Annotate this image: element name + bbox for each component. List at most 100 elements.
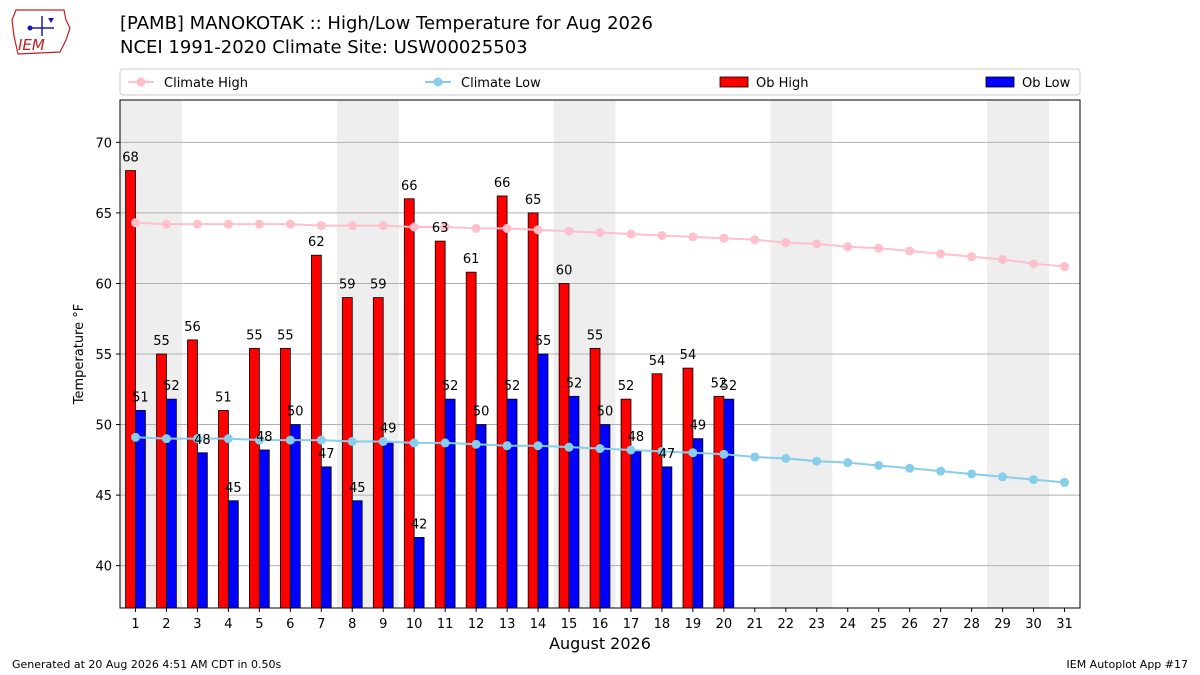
climate-low-point xyxy=(564,442,574,452)
ob-low-value-label: 50 xyxy=(287,405,304,420)
ob-high-bar xyxy=(341,297,353,609)
generated-timestamp: Generated at 20 Aug 2026 4:51 AM CDT in … xyxy=(12,658,282,671)
climate-high-point xyxy=(409,222,419,232)
y-tick-label: 40 xyxy=(95,560,112,575)
ob-high-value-label: 61 xyxy=(463,252,480,267)
climate-low-point xyxy=(936,466,946,476)
ob-high-bar xyxy=(527,212,539,609)
climate-high-point xyxy=(843,242,853,252)
ob-high-value-label: 52 xyxy=(711,376,728,391)
y-tick-label: 60 xyxy=(95,277,112,292)
x-tick-label: 1 xyxy=(131,617,139,632)
legend: Climate High Climate Low Ob High Ob Low xyxy=(119,68,1081,96)
ob-low-bar xyxy=(661,466,673,609)
ob-high-bar xyxy=(434,240,446,609)
ob-high-value-label: 55 xyxy=(153,334,170,349)
ob-high-bar xyxy=(310,254,322,609)
climate-low-point xyxy=(843,458,853,468)
climate-high-point xyxy=(440,222,450,232)
climate-low-point xyxy=(502,441,512,451)
ob-low-bar xyxy=(475,424,487,609)
climate-high-point xyxy=(967,252,977,262)
x-tick-label: 9 xyxy=(379,617,387,632)
x-tick-label: 8 xyxy=(348,617,356,632)
x-tick-label: 6 xyxy=(286,617,294,632)
climate-low-point xyxy=(688,448,698,458)
ob-low-bar xyxy=(258,449,270,609)
ob-low-bar xyxy=(382,441,394,609)
climate-low-point xyxy=(967,469,977,479)
logo-text: IEM xyxy=(18,36,45,54)
climate-high-point xyxy=(533,225,543,235)
climate-high-point xyxy=(657,230,667,240)
x-tick-label: 2 xyxy=(162,617,170,632)
x-tick-label: 20 xyxy=(716,617,733,632)
x-tick-label: 29 xyxy=(994,617,1011,632)
ob-high-bar xyxy=(403,198,415,609)
bar-series xyxy=(125,170,735,609)
x-tick-label: 18 xyxy=(654,617,671,632)
climate-high-point xyxy=(161,219,171,229)
chart-subtitle: NCEI 1991-2020 Climate Site: USW00025503 xyxy=(120,37,528,58)
climate-low-point xyxy=(161,434,171,444)
ob-high-value-label: 68 xyxy=(122,151,139,166)
climate-high-point xyxy=(1060,262,1070,272)
ob-low-value-label: 49 xyxy=(380,421,397,436)
climate-high-point xyxy=(781,238,791,248)
x-tick-label: 28 xyxy=(963,617,980,632)
x-tick-label: 10 xyxy=(406,617,423,632)
ob-high-value-label: 66 xyxy=(494,176,511,191)
ob-high-value-label: 66 xyxy=(401,179,418,194)
app-credit: IEM Autoplot App #17 xyxy=(1066,658,1189,671)
x-tick-label: 23 xyxy=(809,617,826,632)
ob-low-value-label: 50 xyxy=(473,405,490,420)
y-axis-label: Temperature °F xyxy=(72,304,87,405)
ob-high-bar xyxy=(496,195,508,609)
x-tick-label: 26 xyxy=(901,617,918,632)
y-tick-label: 45 xyxy=(95,489,112,504)
x-tick-label: 7 xyxy=(317,617,325,632)
climate-low-point xyxy=(750,452,760,462)
ob-high-bar xyxy=(713,395,725,609)
ob-low-bar xyxy=(320,466,332,609)
ob-low-value-label: 52 xyxy=(163,379,180,394)
x-tick-label: 12 xyxy=(468,617,485,632)
climate-low-point xyxy=(223,434,233,444)
climate-low-point xyxy=(285,435,295,445)
climate-low-point xyxy=(657,446,667,456)
ob-high-bar xyxy=(589,347,601,609)
ob-high-bar xyxy=(372,297,384,609)
ob-low-value-label: 48 xyxy=(628,430,645,445)
ob-high-bar xyxy=(651,373,663,609)
ob-high-value-label: 56 xyxy=(184,320,201,335)
ob-high-value-label: 51 xyxy=(215,390,232,405)
climate-low-point xyxy=(781,453,791,463)
ob-low-value-label: 42 xyxy=(411,517,428,532)
ob-high-value-label: 65 xyxy=(525,193,542,208)
ob-low-value-label: 48 xyxy=(194,433,211,448)
climate-low-point xyxy=(347,436,357,446)
climate-lines xyxy=(130,218,1070,487)
ob-high-value-label: 54 xyxy=(649,354,666,369)
ob-high-value-label: 54 xyxy=(680,348,697,363)
ob-low-bar xyxy=(568,395,580,609)
ob-low-bar xyxy=(723,398,735,609)
climate-low-point xyxy=(440,438,450,448)
climate-low-point xyxy=(1029,475,1039,485)
x-tick-label: 24 xyxy=(839,617,856,632)
x-tick-label: 13 xyxy=(499,617,516,632)
climate-high-legend-marker xyxy=(136,77,146,87)
climate-high-point xyxy=(1029,259,1039,269)
x-tick-label: 30 xyxy=(1025,617,1042,632)
ob-high-value-label: 55 xyxy=(277,328,294,343)
y-tick-label: 65 xyxy=(95,207,112,222)
bar-value-labels: 68 55 56 51 55 55 62 59 59 66 63 61 66 65 60 55 52 54 54 52… xyxy=(122,151,737,533)
ob-high-legend-swatch xyxy=(719,76,749,88)
ob-high-value-label: 59 xyxy=(370,278,387,293)
climate-low-point xyxy=(378,436,388,446)
ob-high-value-label: 62 xyxy=(308,235,325,250)
climate-high-point xyxy=(626,229,636,239)
climate-low-point xyxy=(409,438,419,448)
